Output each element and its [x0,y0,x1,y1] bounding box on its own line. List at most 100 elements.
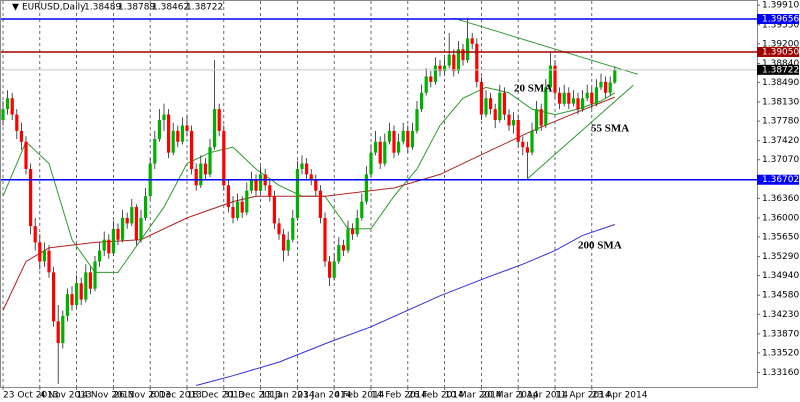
candle-body [415,109,419,131]
y-tick-label: 1.34580 [762,291,799,301]
level-label-box [757,64,799,75]
candle-body [521,141,525,148]
candle-body [6,98,10,110]
candle-body [295,168,299,218]
candle-body [134,207,138,240]
candle-body [512,119,516,126]
candle-body [461,49,465,61]
x-tick-label: 4 Nov 2013 [40,391,92,401]
candle-body [130,207,134,224]
candle-body [282,234,286,251]
candle-body [277,223,281,235]
candle-body [429,76,433,82]
candle-body [562,92,566,104]
candle-body [167,114,171,153]
candle-body [52,272,56,322]
candle-body [498,92,502,120]
candle-body [475,43,479,82]
candle-body [447,54,451,66]
candle-body [337,245,341,262]
candle-body [203,163,207,175]
x-tick-label: 23 Oct 2013 [3,391,59,401]
candle-body [111,228,115,254]
y-tick-label: 1.38130 [762,98,799,108]
candle-body [38,242,42,262]
candle-body [466,38,470,61]
y-tick-label: 1.37070 [762,155,799,165]
candle-body [116,228,120,240]
candle-body [88,272,92,289]
candle-body [61,315,65,344]
x-tick-label: 18 Dec 2013 [187,391,245,401]
candle-body [10,98,14,115]
y-tick-label: 1.37780 [762,117,799,127]
candle-body [590,92,594,104]
sma-label: 55 SMA [591,123,629,135]
candle-body [249,179,253,191]
candle-body [217,109,221,131]
y-tick-label: 1.33520 [762,348,799,358]
candle-body [157,119,161,140]
x-tick-label: 14 Nov 2013 [77,391,135,401]
plot [1,1,617,387]
candle-body [153,139,157,164]
candle-body [144,196,148,218]
y-tick-label: 1.38840 [762,59,799,69]
candle-body [139,217,143,240]
y-tick-label: 1.35290 [762,252,799,262]
candle-body [507,114,511,126]
sma-label: 20 SMA [514,83,552,95]
candle-body [121,217,125,240]
candle-body [107,239,111,254]
candle-body [576,98,580,110]
plot-area [0,0,758,388]
candle-body [272,196,276,224]
candle-body [581,98,585,110]
x-tick-label: 6 Dec 2013 [150,391,202,401]
candle-body [378,141,382,164]
candle-body [360,201,364,218]
candle-body [355,217,359,235]
candle-body [75,283,79,306]
candle-body [484,98,488,115]
candle-body [70,294,74,306]
candle-body [102,239,106,251]
candle-body [470,38,474,44]
candle-body [535,109,539,131]
y-tick-label: 1.36000 [762,213,799,223]
candle-body [171,130,175,153]
x-tick-label: 20 Mar 2014 [481,391,538,401]
candle-body [346,228,350,251]
trendline [527,84,634,180]
candle-body [599,81,603,88]
candle-body [608,82,612,93]
candle-body [254,179,258,191]
y-tick-label: 1.38490 [762,78,799,88]
candle-body [341,245,345,251]
candle-body [300,163,304,169]
candle-body [383,141,387,164]
y-tick-label: 1.33870 [762,329,799,339]
candle-body [240,201,244,213]
candle-body [222,130,226,186]
candle-body [213,109,217,148]
candle-body [29,168,33,227]
candle-body [397,141,401,153]
candle-body [42,250,46,262]
candle-body [328,261,332,278]
candle-body [369,152,373,175]
candle-body [245,190,249,213]
candle-body [364,174,368,202]
x-tick-label: 23 Jan 2014 [297,391,351,401]
candle-body [56,321,60,344]
header-arrow: ▼ [12,3,19,13]
candle-body [548,65,552,88]
candle-body [236,201,240,218]
y-tick-label: 1.39910 [762,1,799,11]
x-tick-label: 14 Feb 2014 [371,391,427,401]
candle-body [199,163,203,186]
close: 1.38722 [186,3,223,13]
candle-body [351,228,355,235]
y-tick-label: 1.35650 [762,232,799,242]
